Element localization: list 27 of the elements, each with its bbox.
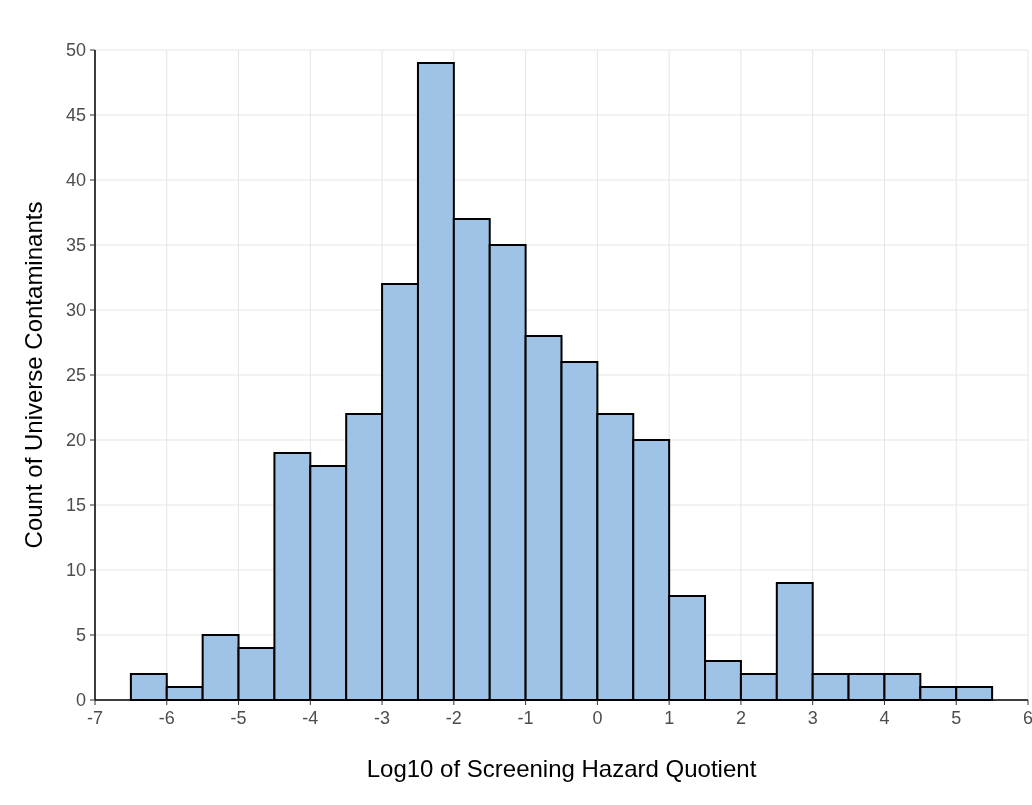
x-tick-label: 6 — [1022, 708, 1032, 728]
x-tick-label: -4 — [302, 708, 319, 728]
x-tick-label: -7 — [86, 708, 104, 728]
x-axis-title: Log10 of Screening Hazard Quotient — [366, 755, 757, 782]
y-tick-label: 0 — [75, 690, 86, 710]
y-tick-label: 45 — [65, 105, 86, 125]
y-tick-label: 10 — [65, 560, 86, 580]
y-tick-label: 5 — [75, 625, 86, 645]
x-tick-label: -6 — [158, 708, 175, 728]
x-tick-label: 3 — [807, 708, 818, 728]
y-tick-label: 30 — [65, 300, 86, 320]
x-tick-label: 4 — [879, 708, 890, 728]
y-tick-label: 20 — [65, 430, 86, 450]
y-tick-label: 40 — [65, 170, 86, 190]
y-tick-label: 25 — [65, 365, 86, 385]
x-tick-label: 5 — [951, 708, 962, 728]
x-tick-label: 2 — [735, 708, 746, 728]
y-tick-label: 35 — [65, 235, 86, 255]
y-tick-label: 50 — [65, 40, 86, 60]
x-tick-label: -5 — [230, 708, 247, 728]
x-tick-label: -3 — [374, 708, 391, 728]
x-tick-label: -2 — [445, 708, 462, 728]
x-tick-label: -1 — [517, 708, 534, 728]
y-axis-title: Count of Universe Contaminants — [20, 201, 47, 549]
y-tick-label: 15 — [65, 495, 86, 515]
x-tick-label: 0 — [592, 708, 603, 728]
x-tick-label: 1 — [664, 708, 675, 728]
